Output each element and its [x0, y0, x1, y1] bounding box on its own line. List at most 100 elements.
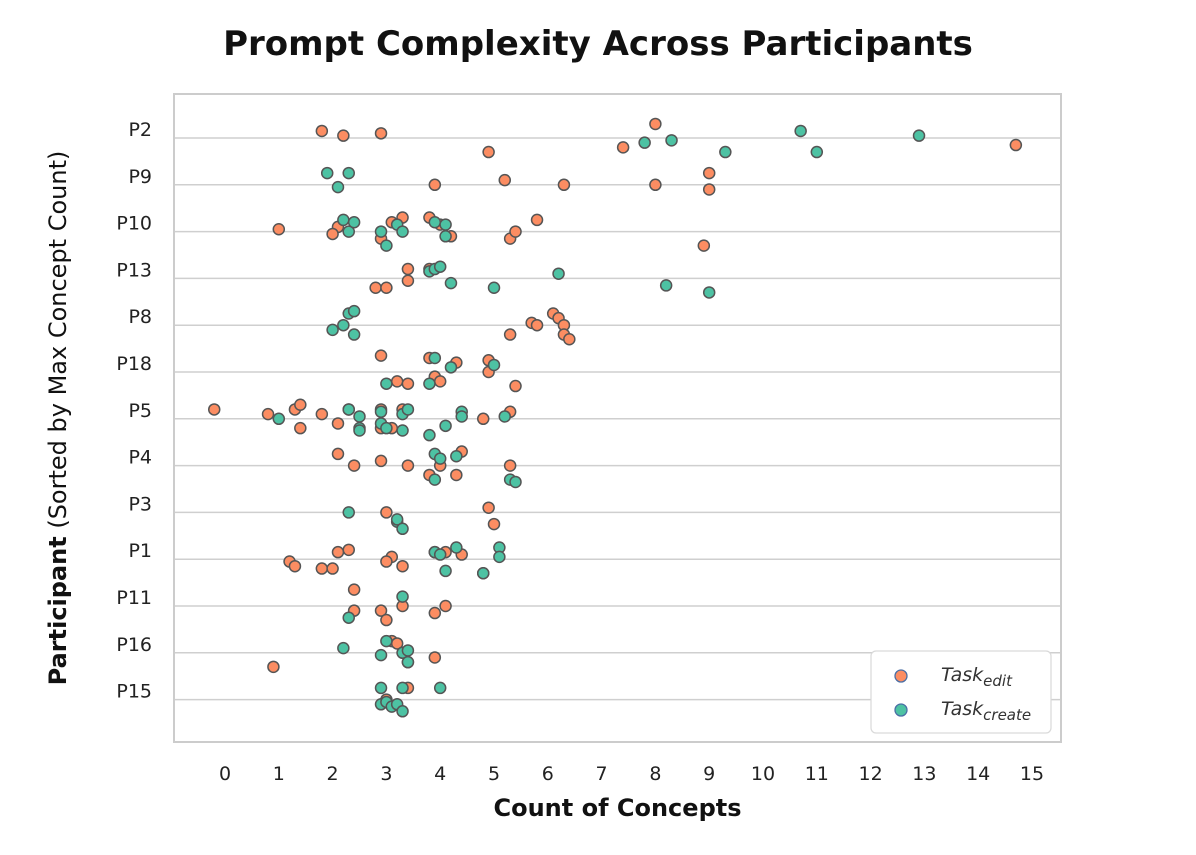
create-point [487, 281, 501, 295]
create-point [347, 328, 361, 341]
edit-point [482, 501, 495, 514]
edit-point [374, 454, 388, 468]
create-point [450, 541, 463, 554]
x-tick-label: 3 [380, 763, 392, 785]
edit-point [450, 468, 463, 482]
create-point [337, 318, 350, 332]
y-tick-label: P4 [128, 447, 152, 469]
edit-point [326, 227, 339, 241]
edit-point [267, 660, 280, 674]
create-point [374, 681, 388, 695]
grid-lines [174, 137, 1061, 701]
edit-point [374, 604, 388, 617]
create-point [342, 611, 355, 624]
create-point [390, 513, 404, 526]
edit-point [401, 262, 415, 276]
create-point [347, 304, 361, 318]
edit-point [697, 239, 711, 252]
create-point [439, 218, 452, 231]
edit-point [498, 173, 512, 187]
create-point [433, 681, 447, 695]
edit-point [1009, 138, 1023, 152]
create-point [912, 129, 926, 142]
create-point [810, 145, 824, 159]
edit-point [347, 459, 361, 472]
create-point [401, 403, 415, 416]
y-tick-label: P5 [128, 400, 152, 422]
edit-point [315, 124, 329, 138]
create-point [342, 225, 355, 238]
edit-point [487, 517, 501, 531]
edit-point [326, 562, 339, 575]
y-tick-label: P13 [116, 259, 152, 281]
create-point [374, 648, 388, 662]
create-point [487, 358, 501, 372]
edit-point [261, 407, 275, 421]
edit-point [428, 651, 442, 664]
create-point [638, 136, 651, 149]
create-point [702, 286, 716, 299]
create-point [433, 548, 447, 561]
edit-point [337, 129, 350, 142]
x-tick-label: 4 [434, 763, 446, 785]
data-points [207, 117, 1023, 718]
edit-point [509, 225, 522, 238]
create-point [326, 323, 339, 337]
y-tick-label: P2 [128, 119, 152, 141]
edit-point [563, 332, 576, 346]
edit-point [530, 318, 544, 332]
edit-point [401, 377, 415, 390]
y-tick-label: P16 [116, 634, 152, 656]
edit-point [509, 379, 522, 393]
edit-point [347, 583, 361, 596]
x-tick-label: 13 [912, 763, 936, 785]
create-point [337, 213, 350, 227]
edit-point [369, 281, 382, 295]
create-point [439, 419, 452, 433]
create-point [444, 361, 458, 374]
edit-point [428, 178, 442, 192]
create-point [396, 681, 409, 695]
edit-point [557, 178, 571, 192]
create-point [396, 225, 409, 238]
create-point [439, 230, 452, 243]
edit-point [482, 145, 495, 159]
create-point [428, 351, 442, 365]
create-point [493, 550, 506, 564]
create-point [272, 412, 286, 426]
create-point [374, 405, 388, 419]
edit-point [374, 349, 388, 362]
create-point [342, 403, 355, 416]
edit-point [503, 459, 517, 472]
create-point [450, 449, 463, 463]
edit-point [401, 459, 415, 472]
edit-point [401, 274, 415, 287]
create-point [423, 428, 436, 442]
create-point [455, 410, 468, 423]
create-point [396, 590, 409, 603]
create-point [444, 276, 458, 290]
create-point [719, 145, 732, 159]
legend-label-edit: Taskedit [941, 664, 1013, 690]
edit-point [315, 407, 329, 421]
edit-point [380, 555, 393, 568]
create-point [347, 215, 361, 229]
y-tick-label: P8 [128, 306, 152, 328]
create-point [320, 166, 334, 180]
legend-box [870, 650, 1052, 734]
edit-point [380, 613, 393, 627]
edit-point [616, 141, 630, 154]
y-tick-label: P11 [116, 587, 152, 609]
x-tick-label: 6 [542, 763, 554, 785]
y-axis-label-bold: Participant [44, 536, 72, 685]
edit-point [331, 545, 345, 559]
create-point [396, 522, 409, 536]
edit-point [207, 403, 221, 416]
create-point [433, 260, 447, 273]
create-point [423, 377, 436, 390]
x-tick-label: 11 [805, 763, 829, 785]
create-point [331, 180, 345, 194]
y-tick-label: P15 [116, 681, 152, 703]
y-tick-label: P10 [116, 213, 152, 235]
